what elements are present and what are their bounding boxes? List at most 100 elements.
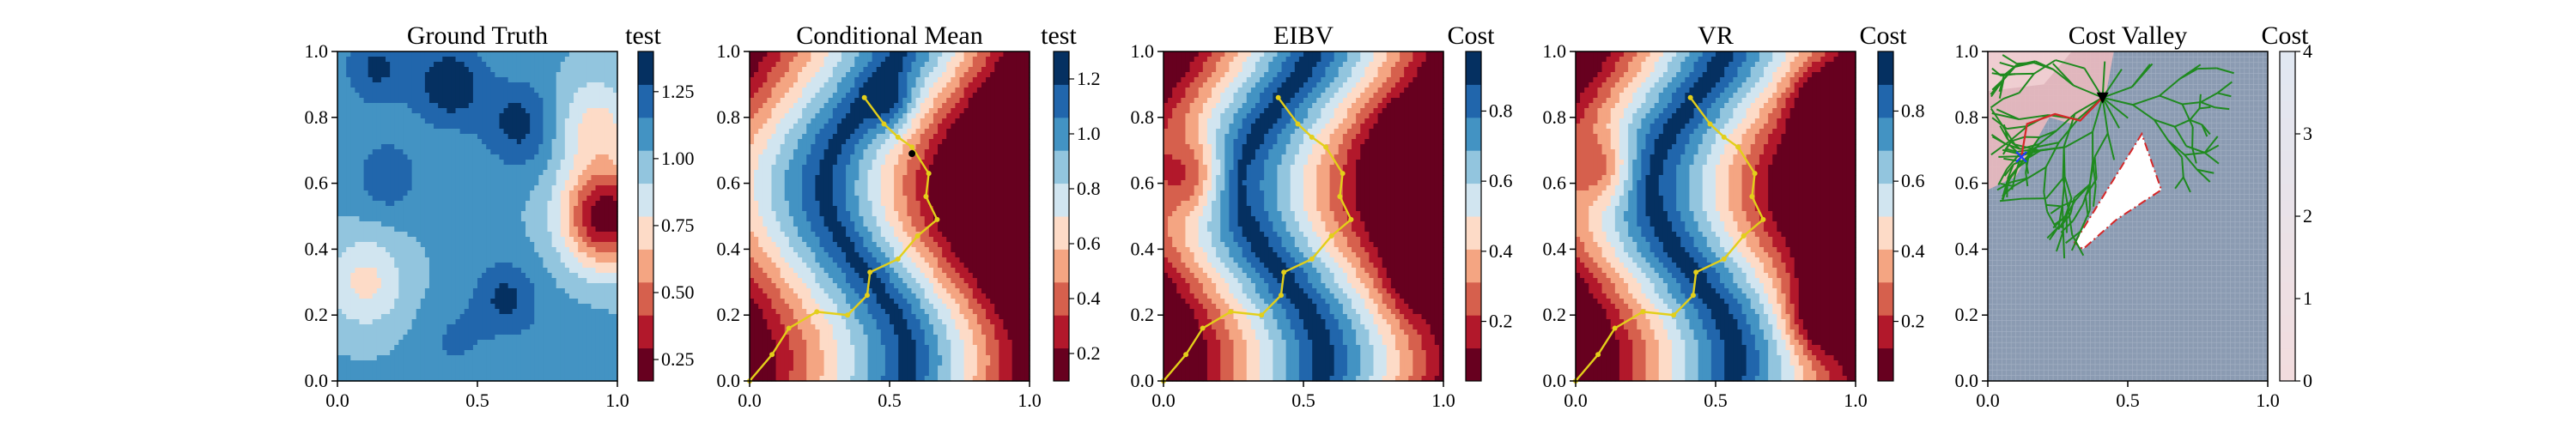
trajectory-point [1749,193,1755,199]
trajectory-point [1281,269,1287,275]
heatmap-cells [750,51,1030,382]
colorbar-tick-label: 1 [2303,287,2312,309]
trajectory-point [1612,325,1618,331]
trajectory-point [909,144,915,150]
y-tick-label: 0.6 [717,172,741,194]
axes-3: 0.0 0.5 1.0 0.0 0.2 0.4 0.6 0.8 1.0 VR [1543,21,1868,411]
colorbar-label: Cost [1859,21,1907,50]
axes-4: 0.0 0.5 1.0 0.0 0.2 0.4 0.6 0.8 1.0 Cost Valley [1955,21,2280,411]
colorbar-segment [2280,364,2295,382]
axes-0: 0.0 0.5 1.0 0.0 0.2 0.4 0.6 0.8 1.0 Ground Truth [305,21,629,411]
colorbar-segment [638,183,653,217]
colorbar-segment [2280,100,2295,118]
colorbar-segment [1878,84,1893,118]
colorbar-0: 0.25 0.50 0.75 1.00 1.25 test [625,21,695,382]
colorbar-segment [638,315,653,349]
colorbar-tick-label: 0.50 [661,281,695,303]
colorbar-segment [1466,216,1481,250]
colorbar-segment [1466,51,1481,85]
colorbar-segment [1054,315,1069,349]
trajectory-point [1259,312,1265,318]
x-tick-label: 0.5 [465,390,489,411]
trajectory-point [1323,144,1329,150]
y-tick-label: 1.0 [717,40,741,62]
trajectory-line [749,97,939,382]
plot-frame [1987,51,2269,382]
y-tick-label: 0.8 [1955,106,1979,128]
colorbar-segment [1878,51,1893,85]
x-tick-label: 0.5 [878,390,902,411]
trajectory-point [1328,233,1334,239]
colorbar-segment [2280,166,2295,184]
colorbar-segment [1878,347,1893,382]
x-tick-label: 0.0 [325,390,349,411]
colorbar-segment [2280,315,2295,332]
colorbar-segment [2280,299,2295,316]
colorbar-segment [1466,117,1481,151]
colorbar-tick-label: 0.4 [1489,240,1513,262]
y-tick-label: 0.4 [717,238,741,259]
y-tick-label: 0.6 [1543,172,1567,194]
trajectory-point [1309,134,1315,140]
trajectory-point [881,121,887,127]
trajectory-point [814,309,820,315]
heatmap-cells [1163,51,1444,382]
axes-2: 0.0 0.5 1.0 0.0 0.2 0.4 0.6 0.8 1.0 EIBV [1131,21,1455,411]
colorbar-segment [2280,199,2295,217]
colorbar-segment [1054,249,1069,283]
y-tick-label: 0.8 [1543,106,1567,128]
trajectory-point [1735,144,1741,150]
colorbar-segment [1054,347,1069,382]
cost-valley-map [1987,51,2269,382]
colorbar-segment [1466,347,1481,382]
x-tick-label: 1.0 [605,390,629,411]
planned-path [2020,96,2104,158]
x-tick-label: 1.0 [2256,390,2280,411]
heatmap-cells [1576,51,1856,382]
y-tick-label: 0.0 [305,370,329,391]
panel-title: Cost Valley [2069,21,2188,50]
colorbar-segment [2280,51,2295,69]
colorbar-segment [2280,150,2295,167]
plot-frame [337,51,618,382]
trajectory-point [1295,121,1301,127]
trajectory-point [923,193,929,199]
trajectory-point [1640,309,1646,315]
trajectory-point [914,233,920,239]
x-tick-label: 0.5 [1291,390,1315,411]
trajectory-point [769,352,775,358]
colorbar-segment [1466,183,1481,217]
x-tick-label: 1.0 [1844,390,1868,411]
colorbar-segment [1466,150,1481,184]
colorbar-tick-label: 0.8 [1077,178,1101,199]
colorbar-segment [2280,134,2295,151]
y-tick-label: 0.2 [1543,304,1567,325]
colorbar-segment [2280,265,2295,283]
trajectory-point [1752,171,1758,177]
colorbar-frame [1465,51,1482,382]
colorbar-segment [638,84,653,118]
colorbar-label: test [1041,21,1077,50]
colorbar-label: Cost [2261,21,2309,50]
y-tick-label: 0.6 [1131,172,1155,194]
x-tick-label: 0.0 [1151,390,1176,411]
colorbar-tick-label: 0.8 [1901,100,1925,121]
y-tick-label: 0.2 [1131,304,1155,325]
colorbar-segment [1466,281,1481,316]
trajectory-point [1690,293,1696,299]
trajectory-point [1760,216,1766,222]
x-tick-label: 0.0 [1976,390,2000,411]
x-tick-label: 1.0 [1431,390,1455,411]
trajectory-point [926,171,932,177]
x-tick-label: 0.5 [1704,390,1728,411]
rrt-tree [1990,54,2234,259]
colorbar-tick-label: 1.0 [1077,123,1101,144]
colorbar-tick-label: 0.6 [1489,170,1513,191]
plot-frame [1575,51,1856,382]
y-tick-label: 0.2 [717,304,741,325]
colorbar-frame [1877,51,1894,382]
trajectory-point [786,325,792,331]
colorbar-tick-label: 0 [2303,370,2312,391]
colorbar-segment [1878,117,1893,151]
colorbar-tick-label: 0.2 [1489,311,1513,332]
